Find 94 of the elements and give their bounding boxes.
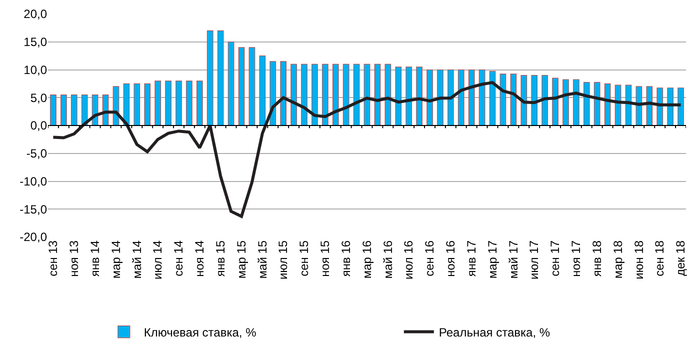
bar — [196, 80, 203, 126]
x-tick-label: сен 14 — [172, 240, 186, 276]
x-tick-label: ноя 13 — [67, 240, 82, 277]
bar — [165, 80, 172, 126]
bar — [552, 78, 558, 126]
bar — [562, 79, 569, 126]
bar — [290, 64, 297, 126]
bar — [217, 30, 224, 126]
x-tick-label: мар 17 — [485, 240, 500, 279]
bar — [280, 61, 286, 126]
x-tick-label: янв 16 — [338, 240, 353, 277]
bar — [510, 74, 517, 126]
bar — [604, 83, 611, 126]
x-tick-label: ноя 16 — [444, 240, 458, 277]
bar — [468, 69, 475, 126]
x-tick-label: май 17 — [506, 240, 520, 279]
x-tick-label: июл 17 — [527, 240, 542, 280]
bar — [186, 80, 192, 126]
bar — [154, 80, 161, 126]
bar — [123, 83, 130, 126]
bar — [583, 82, 590, 126]
x-tick-label: май 16 — [380, 240, 395, 279]
bar — [50, 94, 56, 126]
bar — [342, 64, 350, 126]
bar — [301, 64, 308, 126]
bar — [228, 42, 234, 126]
x-tick-label: июн 18 — [632, 240, 646, 280]
x-tick-label: июл 16 — [402, 240, 416, 280]
bar — [656, 88, 664, 126]
x-tick-label: май 15 — [255, 240, 270, 279]
bar — [312, 64, 318, 126]
y-tick-label: -5,0 — [26, 146, 48, 161]
bar — [646, 86, 653, 126]
bar — [416, 66, 422, 126]
bar — [134, 83, 140, 126]
y-tick-label: 0,0 — [30, 118, 48, 133]
x-tick-label: янв 15 — [213, 240, 228, 277]
bar — [332, 64, 339, 126]
x-tick-label: мар 18 — [610, 240, 625, 279]
bar — [70, 94, 78, 126]
x-tick-label: сен 15 — [297, 240, 312, 276]
y-tick-label: -10,0 — [20, 174, 48, 188]
bar — [520, 75, 528, 126]
x-tick-label: мар 15 — [234, 240, 248, 279]
x-tick-label: янв 14 — [88, 240, 102, 277]
x-tick-label: май 14 — [130, 240, 144, 279]
x-tick-label: янв 17 — [464, 240, 478, 277]
y-tick-label: 15,0 — [24, 35, 48, 50]
legend-label: Ключевая ставка, % — [144, 325, 257, 340]
x-tick-label: мар 16 — [360, 240, 374, 279]
bar — [458, 69, 464, 126]
y-tick-label: 5,0 — [30, 90, 48, 105]
bar — [270, 61, 276, 126]
y-tick-label: 10,0 — [24, 62, 48, 77]
bar — [478, 69, 486, 126]
y-tick-label: -20,0 — [20, 230, 48, 244]
bar — [594, 82, 600, 126]
legend-label: Реальная ставка, % — [438, 325, 550, 340]
x-tick-label: ноя 14 — [192, 240, 207, 277]
bar — [60, 94, 67, 126]
bar — [395, 66, 402, 126]
x-tick-label: дек 18 — [674, 240, 688, 276]
x-tick-label: сен 17 — [548, 240, 562, 276]
bar — [573, 79, 580, 126]
x-tick-label: ноя 17 — [569, 240, 584, 277]
bar — [144, 83, 151, 126]
y-tick-label: 20,0 — [24, 7, 48, 22]
x-tick-label: июл 15 — [276, 240, 290, 280]
bar — [176, 80, 182, 126]
bar — [426, 69, 433, 126]
bar — [667, 88, 674, 126]
bar — [248, 47, 256, 126]
bar — [531, 75, 538, 126]
x-tick-label: ноя 15 — [318, 240, 332, 277]
bar — [636, 86, 642, 126]
x-tick-label: июл 14 — [150, 240, 165, 280]
bar — [448, 69, 454, 126]
bar — [238, 47, 245, 126]
x-tick-label: сен 16 — [422, 240, 437, 276]
x-tick-label: янв 18 — [590, 240, 604, 277]
bar — [384, 64, 392, 126]
bar — [437, 69, 444, 126]
x-tick-label: мар 14 — [108, 240, 123, 279]
y-tick-label: -15,0 — [20, 202, 48, 216]
bar — [206, 30, 214, 126]
bar — [406, 66, 412, 126]
bar — [678, 88, 684, 126]
bar — [322, 64, 328, 126]
x-tick-label: сен 18 — [652, 240, 667, 276]
bar — [259, 56, 266, 126]
bar — [542, 75, 548, 126]
x-tick-label: сен 13 — [46, 240, 60, 276]
line-series — [52, 81, 682, 218]
bar — [81, 94, 88, 126]
